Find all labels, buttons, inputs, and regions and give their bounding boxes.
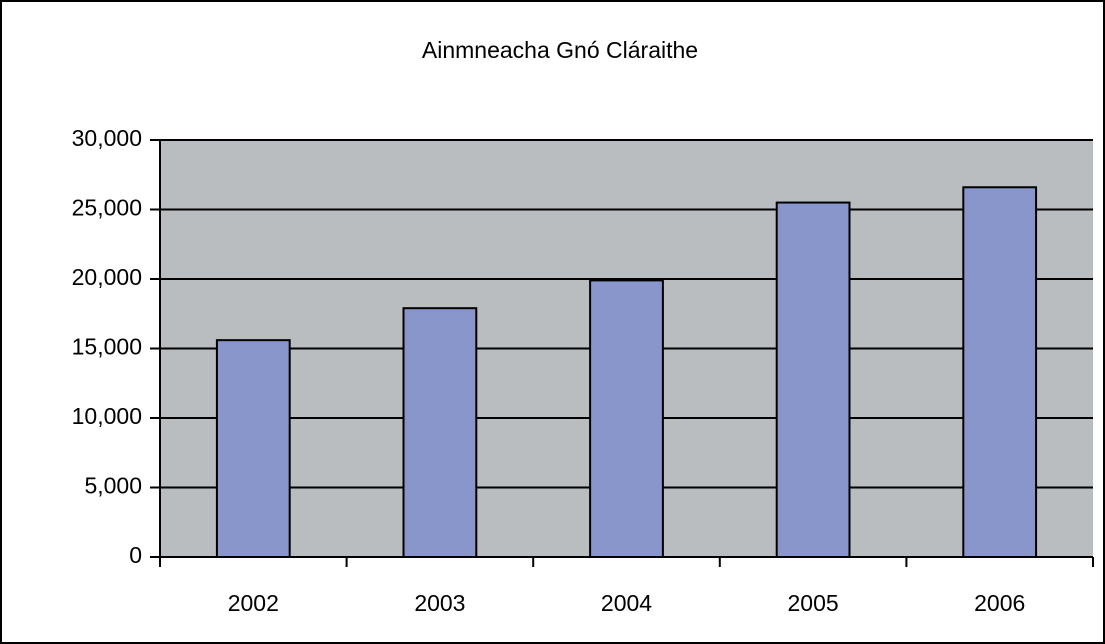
- x-tick-label: 2002: [228, 590, 279, 616]
- bar: [589, 279, 664, 558]
- x-tick-label: 2003: [414, 590, 465, 616]
- y-tick-label: 5,000: [84, 473, 142, 499]
- y-tick-label: 15,000: [72, 334, 142, 360]
- bar: [402, 307, 478, 558]
- x-tick-label: 2004: [601, 590, 652, 616]
- bar: [962, 186, 1038, 558]
- y-tick-label: 20,000: [72, 264, 142, 290]
- chart-title: Ainmneacha Gnó Cláraithe: [422, 37, 698, 63]
- y-tick-label: 25,000: [72, 195, 142, 221]
- y-tick-label: 30,000: [72, 125, 142, 151]
- x-tick-label: 2005: [788, 590, 839, 616]
- x-tick-label: 2006: [974, 590, 1025, 616]
- bar: [775, 201, 851, 559]
- bar: [215, 339, 291, 558]
- y-tick-label: 10,000: [72, 403, 142, 429]
- y-tick-label: 0: [129, 542, 142, 568]
